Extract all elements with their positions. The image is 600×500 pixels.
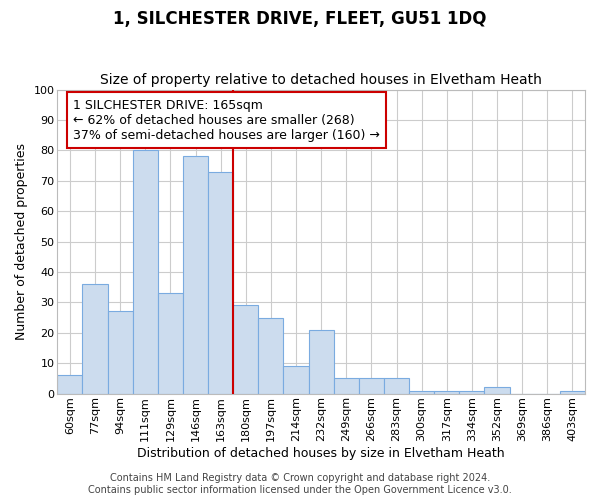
X-axis label: Distribution of detached houses by size in Elvetham Heath: Distribution of detached houses by size … (137, 447, 505, 460)
Bar (183, 156, 208, 394)
Title: Size of property relative to detached houses in Elvetham Heath: Size of property relative to detached ho… (100, 73, 542, 87)
Bar (560, 390, 585, 394)
Bar (434, 390, 460, 394)
Text: 1, SILCHESTER DRIVE, FLEET, GU51 1DQ: 1, SILCHESTER DRIVE, FLEET, GU51 1DQ (113, 10, 487, 28)
Bar (460, 390, 484, 394)
Bar (82, 284, 107, 394)
Bar (133, 150, 158, 394)
Bar (334, 378, 359, 394)
Bar (208, 172, 233, 394)
Bar (484, 388, 509, 394)
Bar (384, 378, 409, 394)
Bar (359, 378, 384, 394)
Bar (409, 390, 434, 394)
Bar (58, 376, 82, 394)
Text: Contains HM Land Registry data © Crown copyright and database right 2024.
Contai: Contains HM Land Registry data © Crown c… (88, 474, 512, 495)
Bar (158, 293, 183, 394)
Text: 1 SILCHESTER DRIVE: 165sqm
← 62% of detached houses are smaller (268)
37% of sem: 1 SILCHESTER DRIVE: 165sqm ← 62% of deta… (73, 98, 380, 142)
Bar (283, 366, 308, 394)
Bar (259, 318, 283, 394)
Bar (308, 330, 334, 394)
Bar (107, 312, 133, 394)
Bar (233, 306, 259, 394)
Y-axis label: Number of detached properties: Number of detached properties (15, 143, 28, 340)
